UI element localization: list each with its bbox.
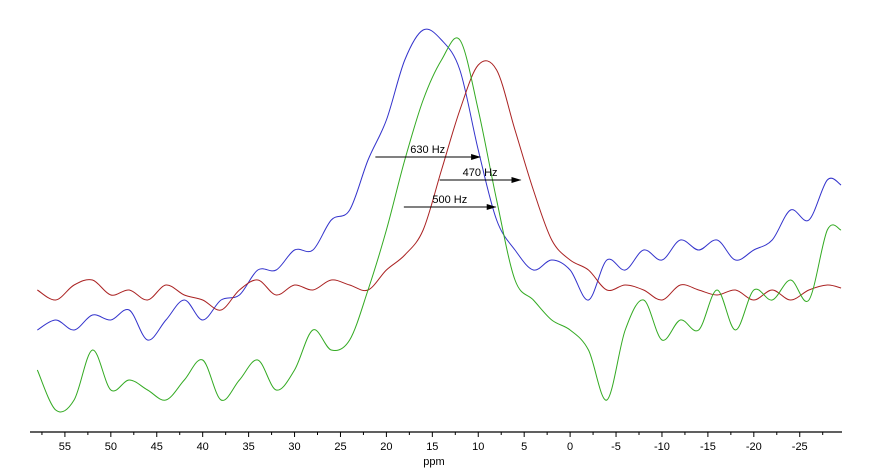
series-0-line <box>37 28 842 341</box>
series-1-line <box>37 60 842 311</box>
linewidth-label: 500 Hz <box>432 194 467 206</box>
series-2-line <box>36 37 842 413</box>
x-tick-label: 20 <box>380 441 392 453</box>
x-tick-label: -5 <box>611 441 621 453</box>
annotations-layer: 630 Hz 470 Hz 500 Hz <box>375 144 522 210</box>
x-axis-label: ppm <box>423 456 444 468</box>
x-tick-label: 15 <box>426 441 438 453</box>
x-tick-label: 30 <box>288 441 300 453</box>
x-tick-label: 0 <box>567 441 573 453</box>
x-tick-label: -15 <box>700 441 716 453</box>
x-tick-label: -10 <box>654 441 670 453</box>
linewidth-label: 630 Hz <box>410 144 445 156</box>
x-tick-label: -20 <box>746 441 762 453</box>
x-axis-ticks: 55 50 45 40 35 30 25 20 15 10 5 0 -5 -10 -15 -20 -25 <box>41 432 824 453</box>
series-layer <box>36 28 842 413</box>
x-tick-label: 45 <box>151 441 163 453</box>
x-tick-label: 50 <box>105 441 117 453</box>
x-tick-label: 40 <box>197 441 209 453</box>
x-tick-label: 35 <box>242 441 254 453</box>
x-tick-label: 10 <box>472 441 484 453</box>
x-tick-label: 55 <box>59 441 71 453</box>
x-tick-label: -25 <box>792 441 808 453</box>
x-tick-label: 25 <box>334 441 346 453</box>
linewidth-label: 470 Hz <box>463 167 498 179</box>
x-tick-label: 5 <box>521 441 527 453</box>
